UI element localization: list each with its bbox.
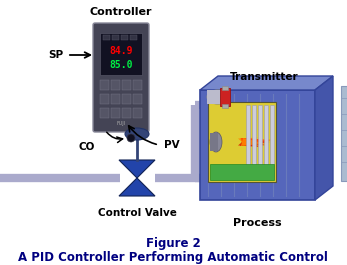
Bar	[133, 94, 142, 104]
Bar	[121, 35, 128, 40]
Bar	[122, 94, 131, 104]
Bar	[264, 105, 268, 179]
Polygon shape	[240, 138, 266, 146]
Polygon shape	[242, 138, 270, 146]
Bar	[341, 86, 347, 181]
Ellipse shape	[127, 134, 135, 142]
Bar	[112, 35, 119, 40]
Bar	[220, 88, 230, 106]
Ellipse shape	[210, 132, 222, 152]
Text: Process: Process	[233, 218, 281, 228]
Bar	[133, 108, 142, 118]
Polygon shape	[119, 160, 155, 178]
Text: Controller: Controller	[90, 7, 152, 17]
Text: FUJI: FUJI	[116, 121, 126, 126]
Bar	[122, 108, 131, 118]
Polygon shape	[238, 138, 257, 145]
Text: 84.9: 84.9	[109, 46, 133, 56]
Polygon shape	[240, 138, 263, 146]
Bar	[207, 90, 223, 104]
Polygon shape	[241, 138, 272, 146]
Bar	[103, 35, 110, 40]
Bar	[111, 108, 120, 118]
Polygon shape	[238, 139, 259, 147]
Text: Control Valve: Control Valve	[98, 208, 176, 218]
Bar	[200, 90, 315, 200]
Bar	[100, 94, 109, 104]
Polygon shape	[315, 76, 333, 200]
Polygon shape	[119, 178, 155, 196]
Bar	[130, 35, 137, 40]
Text: SP: SP	[48, 50, 63, 60]
Bar	[258, 105, 262, 179]
Ellipse shape	[207, 90, 229, 104]
Bar	[100, 33, 142, 75]
Bar	[222, 104, 228, 108]
Text: A PID Controller Performing Automatic Control: A PID Controller Performing Automatic Co…	[18, 251, 328, 264]
Text: Transmitter: Transmitter	[230, 72, 299, 82]
Bar	[210, 133, 218, 151]
Bar	[252, 105, 256, 179]
Polygon shape	[200, 76, 333, 90]
Polygon shape	[241, 138, 266, 146]
Text: CO: CO	[79, 142, 95, 152]
Ellipse shape	[125, 128, 149, 140]
Bar	[246, 105, 250, 179]
Bar	[222, 86, 228, 90]
Bar	[111, 94, 120, 104]
Bar	[111, 80, 120, 90]
Text: 85.0: 85.0	[109, 60, 133, 70]
Bar	[133, 80, 142, 90]
Bar	[210, 164, 274, 180]
Text: PV: PV	[164, 140, 180, 150]
FancyBboxPatch shape	[93, 23, 149, 132]
Bar	[208, 102, 276, 182]
Text: Figure 2: Figure 2	[146, 237, 200, 250]
Bar	[270, 105, 274, 179]
Bar	[122, 80, 131, 90]
Bar	[100, 108, 109, 118]
Bar	[100, 80, 109, 90]
